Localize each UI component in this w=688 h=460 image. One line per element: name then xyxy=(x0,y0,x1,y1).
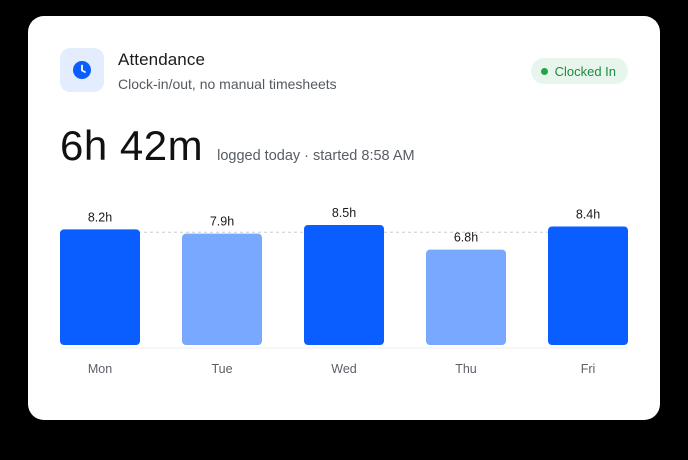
attendance-card: Attendance Clock-in/out, no manual times… xyxy=(28,16,660,420)
weekly-hours-chart: 8.2h Mon 7.9h Tue 8.5h Wed 6.8h Thu 8.4h Fri xyxy=(60,206,628,376)
time-logged-value: 6h 42m xyxy=(60,122,204,169)
card-subtitle: Clock-in/out, no manual timesheets xyxy=(118,76,337,92)
bar-value-label: 6.8h xyxy=(454,231,478,245)
x-tick-label: Thu xyxy=(455,362,477,376)
x-tick-label: Wed xyxy=(331,362,357,376)
bar-value-label: 8.4h xyxy=(576,207,600,221)
card-title: Attendance xyxy=(118,50,206,69)
status-label: Clocked In xyxy=(554,63,616,79)
x-tick-label: Fri xyxy=(581,362,596,376)
bar-value-label: 8.2h xyxy=(88,210,112,224)
bar-wed xyxy=(304,225,384,345)
bar-fri xyxy=(548,226,628,345)
x-tick-label: Tue xyxy=(211,362,232,376)
clock-icon xyxy=(60,48,104,92)
status-dot-icon xyxy=(540,67,548,75)
bar-tue xyxy=(182,233,262,345)
bar-value-label: 7.9h xyxy=(210,215,234,229)
summary-row: 6h 42m logged today · started 8:58 AM xyxy=(60,122,415,170)
x-tick-label: Mon xyxy=(88,362,112,376)
bar-mon xyxy=(60,229,140,345)
bar-thu xyxy=(426,249,506,345)
status-badge: Clocked In xyxy=(530,58,628,84)
time-logged-caption: logged today · started 8:58 AM xyxy=(217,148,415,164)
bar-value-label: 8.5h xyxy=(332,206,356,220)
